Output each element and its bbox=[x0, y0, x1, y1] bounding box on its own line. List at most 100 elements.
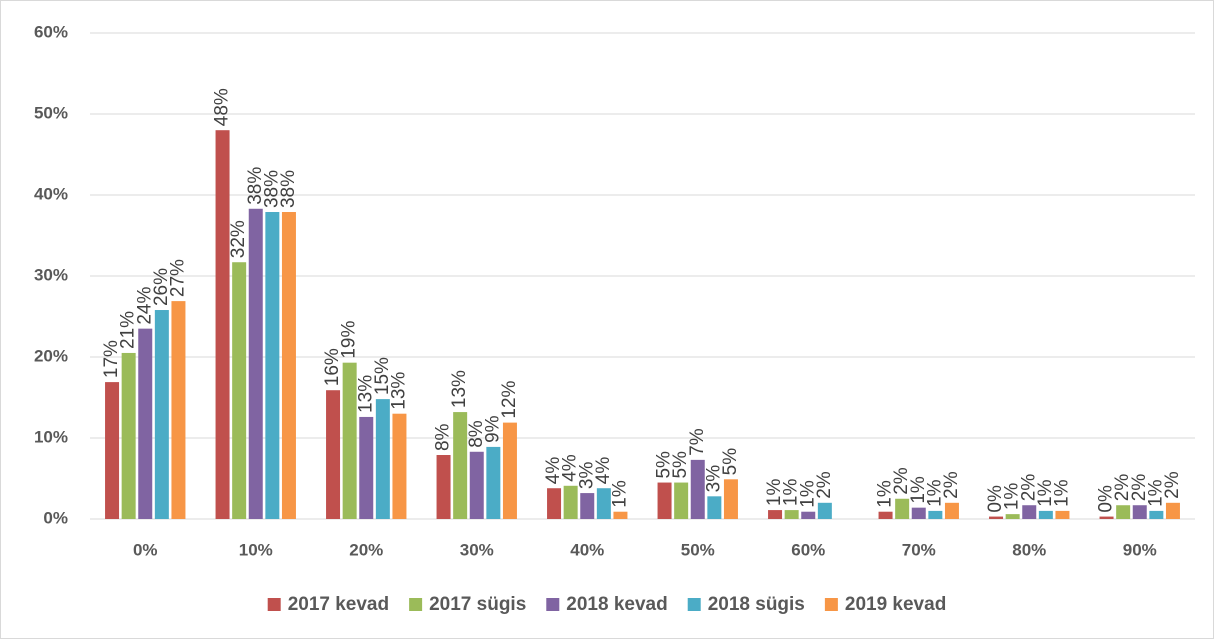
bar bbox=[1038, 510, 1053, 519]
bar bbox=[1149, 510, 1164, 519]
data-label: 19% bbox=[339, 321, 360, 359]
data-label: 2% bbox=[814, 471, 835, 499]
bar bbox=[596, 488, 611, 519]
bar bbox=[375, 399, 390, 519]
bar bbox=[486, 446, 501, 519]
data-label: 26% bbox=[151, 268, 172, 306]
legend-swatch bbox=[687, 598, 701, 611]
y-tick-label: 10% bbox=[34, 427, 68, 446]
data-label: 13% bbox=[449, 370, 470, 408]
data-label: 2% bbox=[941, 471, 962, 499]
data-label: 1% bbox=[609, 480, 630, 508]
data-label: 2% bbox=[1162, 471, 1183, 499]
x-tick-label: 40% bbox=[570, 540, 604, 559]
data-label: 5% bbox=[654, 451, 675, 479]
data-label: 38% bbox=[278, 170, 299, 208]
bar bbox=[768, 510, 783, 519]
y-tick-label: 60% bbox=[34, 22, 68, 41]
legend-swatch bbox=[267, 598, 281, 611]
bar bbox=[171, 301, 186, 519]
data-label: 21% bbox=[118, 311, 139, 349]
data-label: 1% bbox=[1051, 479, 1072, 507]
data-label: 2% bbox=[891, 467, 912, 495]
data-label: 15% bbox=[372, 357, 393, 395]
x-tick-label: 20% bbox=[349, 540, 383, 559]
bar bbox=[359, 416, 374, 519]
bar bbox=[154, 310, 169, 519]
data-label: 1% bbox=[875, 480, 896, 508]
data-label: 2% bbox=[1112, 474, 1133, 502]
bar bbox=[911, 507, 926, 519]
bar bbox=[281, 212, 296, 519]
bar bbox=[1165, 502, 1180, 519]
bar bbox=[613, 511, 628, 519]
legend-label: 2018 kevad bbox=[566, 594, 667, 615]
bar bbox=[707, 496, 722, 519]
data-label: 1% bbox=[781, 479, 802, 507]
bar bbox=[326, 390, 341, 519]
bar bbox=[232, 262, 247, 519]
data-label: 8% bbox=[433, 423, 454, 451]
legend-swatch bbox=[824, 598, 838, 611]
bar bbox=[801, 511, 816, 519]
legend-label: 2017 sügis bbox=[429, 594, 526, 615]
x-tick-label: 30% bbox=[460, 540, 494, 559]
bar bbox=[989, 516, 1004, 519]
data-label: 5% bbox=[720, 448, 741, 476]
bar bbox=[1055, 510, 1070, 519]
bar bbox=[1116, 505, 1131, 519]
bar bbox=[563, 485, 578, 519]
data-label: 1% bbox=[1145, 479, 1166, 507]
data-label: 38% bbox=[261, 170, 282, 208]
data-label: 13% bbox=[388, 372, 409, 410]
bar bbox=[690, 459, 705, 519]
data-label: 38% bbox=[245, 167, 266, 205]
bar bbox=[248, 208, 263, 519]
data-label: 0% bbox=[1096, 485, 1117, 513]
data-label: 48% bbox=[212, 88, 233, 126]
legend-label: 2018 sügis bbox=[708, 594, 805, 615]
x-tick-label: 10% bbox=[239, 540, 273, 559]
bar bbox=[580, 493, 595, 519]
data-label: 1% bbox=[797, 480, 818, 508]
y-tick-label: 0% bbox=[43, 508, 68, 527]
bar bbox=[878, 511, 893, 519]
data-label: 1% bbox=[1002, 483, 1023, 511]
legend-label: 2019 kevad bbox=[845, 594, 946, 615]
y-tick-label: 20% bbox=[34, 346, 68, 365]
data-label: 8% bbox=[466, 420, 487, 448]
data-label: 0% bbox=[985, 485, 1006, 513]
bar bbox=[1132, 505, 1147, 519]
bar bbox=[138, 328, 153, 519]
y-tick-label: 30% bbox=[34, 265, 68, 284]
bar bbox=[436, 455, 451, 519]
bar bbox=[265, 212, 280, 519]
data-label: 3% bbox=[703, 465, 724, 493]
legend-swatch bbox=[546, 598, 560, 611]
data-label: 4% bbox=[543, 457, 564, 485]
data-label: 17% bbox=[101, 340, 122, 378]
bar bbox=[657, 482, 672, 519]
legend-swatch bbox=[409, 598, 423, 611]
data-label: 27% bbox=[167, 259, 188, 297]
y-tick-label: 40% bbox=[34, 184, 68, 203]
bar bbox=[817, 502, 832, 519]
bar bbox=[1099, 516, 1114, 519]
data-label: 4% bbox=[560, 454, 581, 482]
bar bbox=[502, 422, 517, 519]
bar bbox=[784, 510, 799, 519]
data-label: 16% bbox=[322, 348, 343, 386]
data-label: 24% bbox=[134, 287, 155, 325]
data-label: 2% bbox=[1129, 474, 1150, 502]
bar bbox=[1022, 505, 1037, 519]
data-label: 1% bbox=[1035, 479, 1056, 507]
bar bbox=[469, 451, 484, 519]
x-tick-label: 0% bbox=[133, 540, 158, 559]
x-tick-label: 60% bbox=[791, 540, 825, 559]
bar bbox=[723, 479, 738, 519]
data-label: 1% bbox=[764, 479, 785, 507]
x-tick-label: 90% bbox=[1123, 540, 1157, 559]
bar bbox=[928, 510, 943, 519]
